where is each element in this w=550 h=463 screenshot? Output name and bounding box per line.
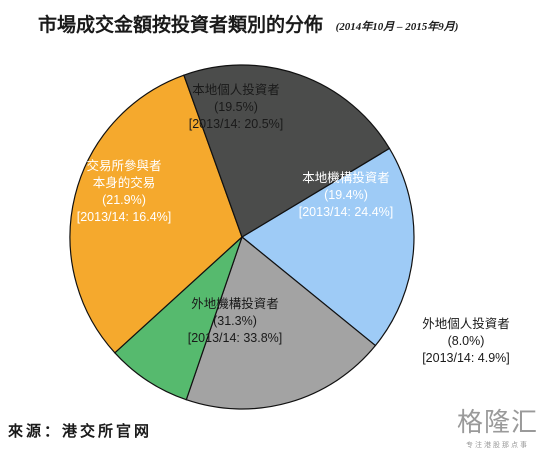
slice-label-exchange_participants-3: [2013/14: 16.4%] xyxy=(77,210,172,224)
pie-slice-overseas_institutional xyxy=(69,74,243,354)
slice-label-overseas_individual-2: [2013/14: 4.9%] xyxy=(422,351,510,365)
slice-label-overseas_institutional-0: 外地機構投資者 xyxy=(191,296,279,311)
period-text: (2014年10月 – 2015年9月) xyxy=(335,21,459,33)
slice-label-local_institutional-1: (19.4%) xyxy=(324,188,368,202)
slice-label-local_individual-2: [2013/14: 20.5%] xyxy=(189,117,284,131)
brand-logo: 格隆汇 专注港股那点事 xyxy=(457,408,538,450)
slice-label-overseas_individual-0: 外地個人投資者 xyxy=(422,316,510,331)
slice-label-exchange_participants-2: (21.9%) xyxy=(102,193,146,207)
source-note: 來源：港交所官网 xyxy=(8,422,153,440)
slice-label-overseas_institutional-1: (31.3%) xyxy=(213,314,257,328)
pie-slice-local_institutional xyxy=(185,235,377,410)
slice-label-overseas_institutional-2: [2013/14: 33.8%] xyxy=(188,331,283,345)
pie-slice-local_individual xyxy=(240,147,415,347)
pie-slice-exchange_participants xyxy=(183,64,391,238)
title-text: 市場成交金額按投資者類別的分佈 xyxy=(38,14,324,36)
brand-tagline: 专注港股那点事 xyxy=(465,442,529,449)
slice-label-overseas_individual-1: (8.0%) xyxy=(448,334,485,348)
brand-name: 格隆汇 xyxy=(456,408,538,438)
chart-title: 市場成交金額按投資者類別的分佈 (2014年10月 – 2015年9月) xyxy=(38,10,548,37)
slice-label-local_institutional-0: 本地機構投資者 xyxy=(302,170,390,185)
slice-label-local_individual-1: (19.5%) xyxy=(214,100,258,114)
slice-label-local_individual-0: 本地個人投資者 xyxy=(192,82,280,97)
slice-label-exchange_participants-1: 本身的交易 xyxy=(93,175,156,190)
slice-label-exchange_participants-0: 交易所參與者 xyxy=(86,158,161,173)
slice-label-local_institutional-2: [2013/14: 24.4%] xyxy=(299,205,394,219)
